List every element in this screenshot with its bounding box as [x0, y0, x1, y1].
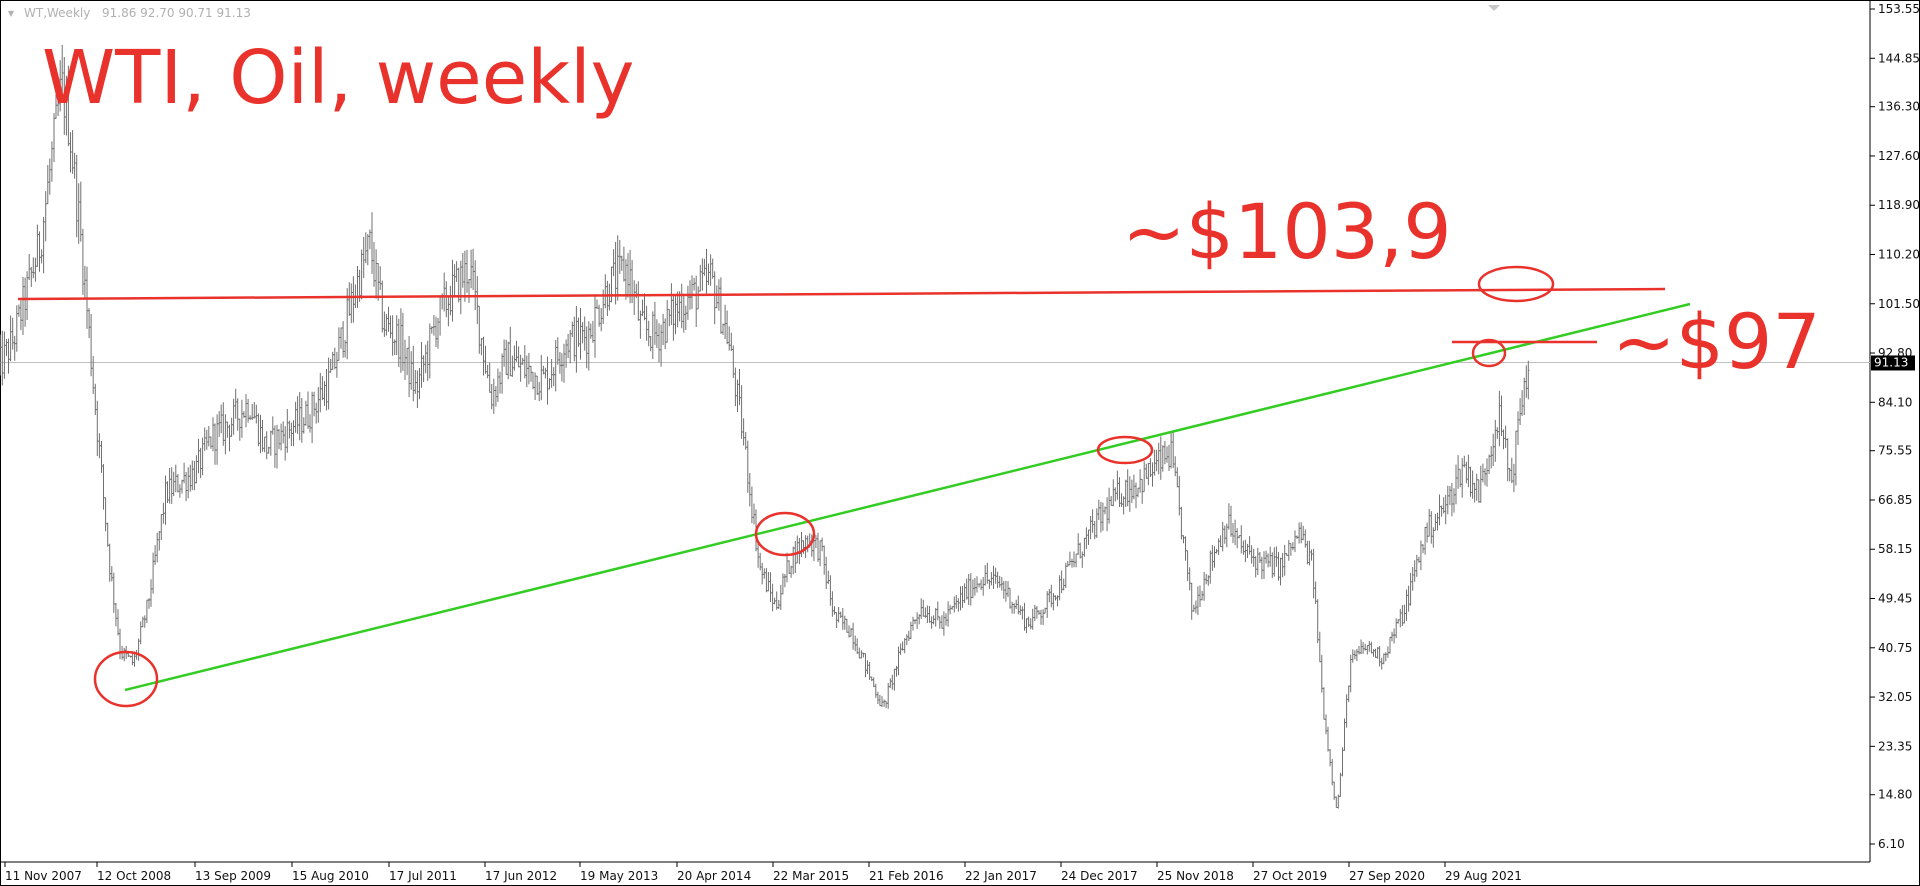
current-price-label: 91.13 — [1874, 355, 1908, 369]
y-tick-label: 49.45 — [1878, 592, 1912, 606]
y-tick-label: 23.35 — [1878, 739, 1912, 753]
circle-2015-touch — [754, 511, 816, 557]
x-tick-label: 29 Aug 2021 — [1445, 869, 1522, 883]
y-tick-label: 144.85 — [1878, 51, 1920, 65]
ohlc-bar — [1527, 360, 1530, 400]
x-tick-label: 12 Oct 2008 — [97, 869, 171, 883]
y-tick-label: 32.05 — [1878, 690, 1912, 704]
y-tick-label: 153.55 — [1878, 2, 1920, 16]
circle-2018-touch — [1096, 435, 1154, 465]
x-tick-label: 25 Nov 2018 — [1157, 869, 1234, 883]
chart-title: WTI, Oil, weekly — [42, 35, 634, 121]
resistance-annotation: ~$103,9 — [1122, 187, 1452, 276]
y-axis: 153.55 144.85 136.30 127.60 118.90 110.20 101.… — [1870, 2, 1920, 851]
ohlc-values: 91.86 92.70 90.71 91.13 — [102, 6, 251, 20]
circle-2009-low — [93, 650, 159, 708]
y-tick-label: 84.10 — [1878, 395, 1912, 409]
y-tick-label: 6.10 — [1878, 837, 1905, 851]
current-price-tag — [1871, 355, 1915, 371]
x-tick-label: 27 Sep 2020 — [1349, 869, 1425, 883]
y-tick-label: 75.55 — [1878, 444, 1912, 458]
target-annotation: ~$97 — [1612, 297, 1821, 386]
resistance-line — [17, 287, 1666, 301]
x-tick-label: 19 May 2013 — [580, 869, 658, 883]
x-axis: 11 Nov 2007 12 Oct 2008 13 Sep 2009 15 Aug … — [4, 862, 1522, 883]
x-tick-label: 15 Aug 2010 — [292, 869, 369, 883]
scroll-marker-icon[interactable] — [1488, 5, 1500, 11]
price-bars — [0, 45, 1530, 809]
y-tick-label: 118.90 — [1878, 198, 1920, 212]
circle-2022-touch — [1471, 338, 1507, 368]
symbol-label: WT,Weekly — [24, 6, 90, 20]
x-tick-label: 17 Jun 2012 — [485, 869, 557, 883]
x-tick-label: 27 Oct 2019 — [1253, 869, 1327, 883]
x-tick-label: 22 Jan 2017 — [965, 869, 1037, 883]
x-tick-label: 20 Apr 2014 — [677, 869, 751, 883]
x-tick-label: 22 Mar 2015 — [773, 869, 849, 883]
x-tick-label: 11 Nov 2007 — [5, 869, 82, 883]
y-tick-label: 136.30 — [1878, 100, 1920, 114]
y-tick-label: 101.50 — [1878, 297, 1920, 311]
y-tick-label: 127.60 — [1878, 149, 1920, 163]
x-tick-label: 24 Dec 2017 — [1061, 869, 1138, 883]
trendline-support — [124, 302, 1691, 692]
x-tick-label: 13 Sep 2009 — [195, 869, 271, 883]
y-tick-label: 110.20 — [1878, 247, 1920, 261]
y-tick-label: 58.15 — [1878, 542, 1912, 556]
header-triangle-icon: ▾ — [8, 6, 14, 20]
y-tick-label: 14.80 — [1878, 788, 1912, 802]
x-tick-label: 21 Feb 2016 — [869, 869, 944, 883]
y-tick-label: 66.85 — [1878, 493, 1912, 507]
y-tick-label: 40.75 — [1878, 641, 1912, 655]
circle-resistance-target — [1477, 265, 1555, 303]
x-tick-label: 17 Jul 2011 — [389, 869, 457, 883]
